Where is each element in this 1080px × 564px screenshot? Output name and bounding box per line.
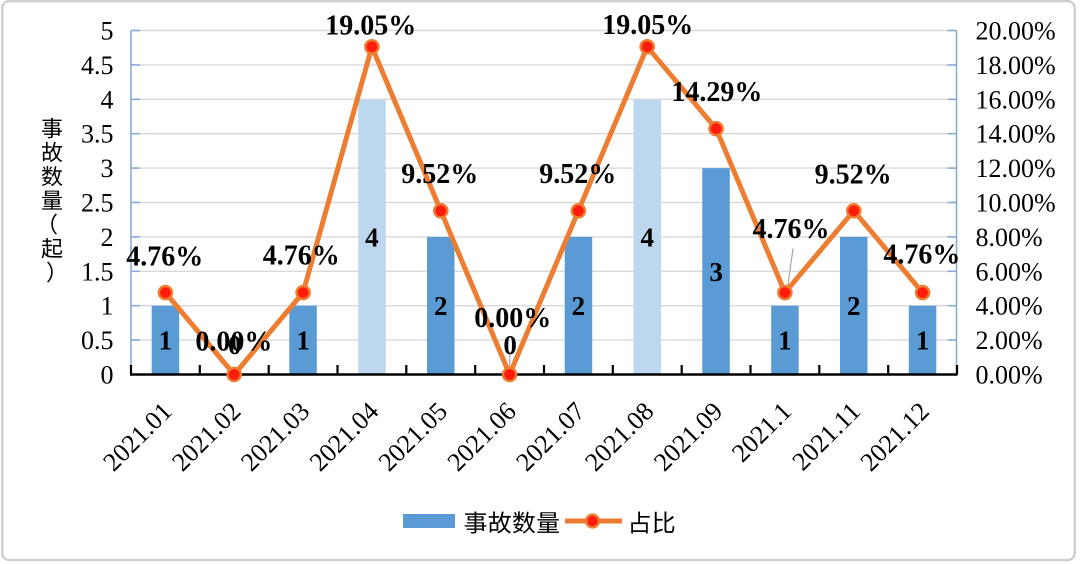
svg-text:18.00%: 18.00% <box>976 51 1056 80</box>
svg-text:20.00%: 20.00% <box>976 17 1056 46</box>
svg-text:4: 4 <box>365 222 379 252</box>
svg-text:2: 2 <box>434 291 448 321</box>
svg-text:0.5: 0.5 <box>81 326 114 355</box>
svg-text:0.00%: 0.00% <box>976 361 1043 390</box>
svg-text:2.00%: 2.00% <box>976 326 1043 355</box>
svg-text:5: 5 <box>101 17 114 46</box>
svg-text:8.00%: 8.00% <box>976 223 1043 252</box>
svg-text:4.76%: 4.76% <box>126 242 203 273</box>
svg-text:1: 1 <box>778 326 792 356</box>
svg-text:4.76%: 4.76% <box>753 214 830 245</box>
svg-text:2: 2 <box>101 223 114 252</box>
svg-text:9.52%: 9.52% <box>815 159 892 190</box>
svg-text:1.5: 1.5 <box>81 257 114 286</box>
svg-text:6.00%: 6.00% <box>976 257 1043 286</box>
svg-text:19.05%: 19.05% <box>602 10 693 41</box>
svg-text:4.76%: 4.76% <box>263 240 340 271</box>
svg-text:4: 4 <box>101 85 114 114</box>
svg-text:14.00%: 14.00% <box>976 120 1056 149</box>
svg-text:2: 2 <box>572 291 586 321</box>
svg-text:0.00%: 0.00% <box>195 327 272 358</box>
svg-text:0: 0 <box>503 330 517 360</box>
svg-text:10.00%: 10.00% <box>976 189 1056 218</box>
svg-text:4: 4 <box>640 222 654 252</box>
svg-text:2.5: 2.5 <box>81 189 114 218</box>
svg-text:4.00%: 4.00% <box>976 292 1043 321</box>
svg-text:1: 1 <box>159 326 173 356</box>
svg-text:1: 1 <box>101 292 114 321</box>
svg-text:14.29%: 14.29% <box>671 77 762 108</box>
svg-text:3.5: 3.5 <box>81 120 114 149</box>
svg-text:0.00%: 0.00% <box>474 303 551 334</box>
svg-text:3: 3 <box>101 154 114 183</box>
svg-text:3: 3 <box>709 257 723 287</box>
svg-text:1: 1 <box>296 326 310 356</box>
svg-text:12.00%: 12.00% <box>976 154 1056 183</box>
svg-text:2: 2 <box>847 291 861 321</box>
svg-text:9.52%: 9.52% <box>539 159 616 190</box>
svg-text:4.76%: 4.76% <box>883 240 960 271</box>
svg-text:0: 0 <box>101 361 114 390</box>
svg-text:4.5: 4.5 <box>81 51 114 80</box>
svg-text:1: 1 <box>916 326 930 356</box>
svg-text:19.05%: 19.05% <box>325 10 416 41</box>
svg-text:16.00%: 16.00% <box>976 85 1056 114</box>
svg-text:9.52%: 9.52% <box>401 159 478 190</box>
svg-text:0: 0 <box>228 330 242 360</box>
